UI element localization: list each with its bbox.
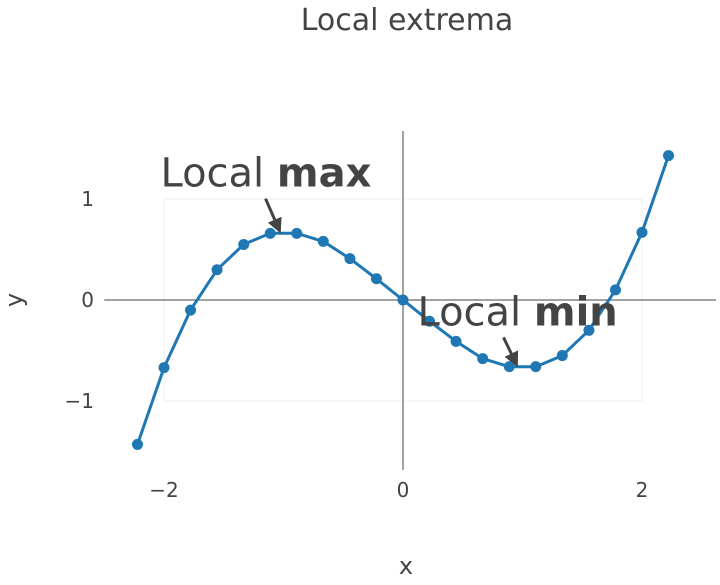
x-tick-label: 2 [636,478,649,502]
x-axis-title: x [399,552,413,580]
data-point [556,350,568,362]
data-point [583,324,595,336]
data-point [291,227,303,239]
y-axis-ticks: −1 0 1 [65,187,94,413]
data-point [663,150,675,162]
data-point [397,294,409,306]
data-point [238,238,250,250]
y-tick-label: 1 [81,187,94,211]
y-tick-label: 0 [81,288,94,312]
data-point [424,315,436,327]
data-point [370,273,382,285]
x-tick-label: 0 [397,478,410,502]
data-point [636,226,648,238]
x-tick-label: −2 [149,478,178,502]
zero-lines [104,131,716,470]
chart-title: Local extrema [301,3,513,38]
data-point [344,253,356,265]
data-point [185,304,197,316]
data-point [477,353,489,365]
data-point [450,335,462,347]
x-axis-ticks: −2 0 2 [149,478,648,502]
annotation-arrow [502,336,519,368]
annotations-layer: Local max Local min [161,151,618,368]
data-point [530,361,542,373]
annotation-label: Local min [418,289,618,335]
annotation-arrow [264,198,282,234]
data-point [503,361,515,373]
data-point [131,438,143,450]
data-point [211,264,223,276]
data-point [264,227,276,239]
data-point [317,235,329,247]
data-point [609,284,621,296]
annotation-label: Local max [161,151,372,197]
series-layer [131,150,675,450]
data-point [158,362,170,374]
y-axis-title: y [0,293,28,307]
y-tick-label: −1 [65,389,94,413]
